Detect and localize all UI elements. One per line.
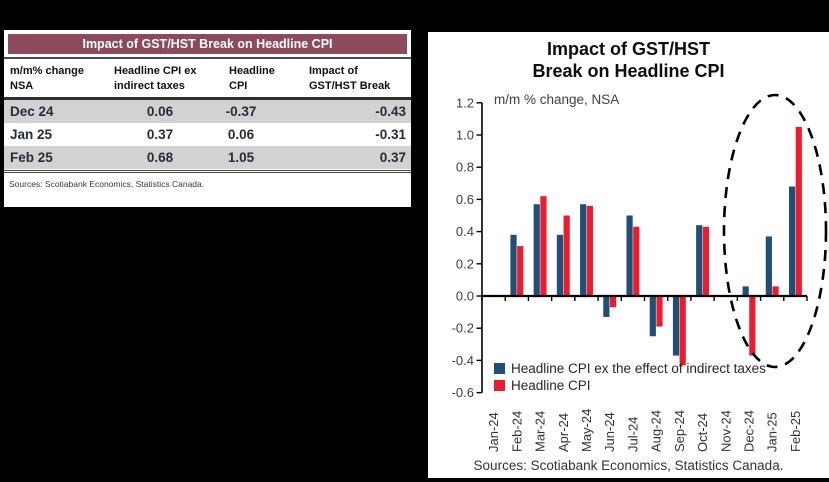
impact-cell: -0.31 [375,127,406,143]
y-axis-tick-label: 0.8 [456,160,474,175]
y-axis-tick-label: 0.0 [456,289,474,304]
table-row: Dec 24 0.06 -0.37 -0.43 [4,100,411,124]
legend-label: Headline CPI ex the effect of indirect t… [511,361,766,376]
chart-source-note: Sources: Scotiabank Economics, Statistic… [473,458,784,473]
table-bottom-rule [4,170,411,174]
y-axis-tick-label: -0.6 [452,385,474,400]
x-axis-month-label: Oct-24 [695,413,710,452]
red-swatch-icon [494,380,505,391]
bar-Feb-25-headline [795,126,802,296]
bar-Apr-24-cpi-ex [556,234,564,296]
x-axis-month-label: Nov-24 [718,410,733,452]
x-axis-month-label: Jul-24 [625,417,640,452]
period-cell: Jan 25 [10,127,53,143]
table-row: Jan 25 0.37 0.06 -0.31 [4,123,411,146]
column-header-impact: Impact of GST/HST Break [309,65,391,92]
x-axis-month-label: Apr-24 [556,413,571,452]
title-divider [4,57,411,59]
column-header-period: m/m% change NSA [10,65,84,92]
bar-Dec-24-headline [749,296,756,356]
bar-Jul-24-headline [633,226,640,296]
x-axis-month-label: Jun-24 [602,412,617,452]
x-axis-month-label: Mar-24 [533,411,548,452]
y-axis-tick-label: 0.6 [456,192,474,207]
table-row: Feb 25 0.68 1.05 0.37 [4,146,411,170]
cpi-ex-cell: 0.68 [146,150,174,166]
x-axis-month-label: Jan-24 [486,412,501,452]
period-cell: Feb 25 [10,150,53,166]
headline-cpi-cell: -0.37 [225,104,257,120]
bar-Sep-24-cpi-ex [672,296,680,356]
legend-item-headline-cpi: Headline CPI [494,377,766,394]
bar-Feb-24-headline [517,246,524,296]
x-axis-month-label: Dec-24 [741,410,756,452]
bar-Apr-24-headline [563,215,570,296]
y-axis-tick-label: -0.4 [452,353,474,368]
bar-Aug-24-headline [656,296,663,327]
cpi-ex-cell: 0.37 [146,127,174,143]
impact-cell: -0.43 [375,104,406,120]
chart-title: Impact of GST/HST Break on Headline CPI [428,38,829,82]
x-axis-month-label: Sep-24 [672,410,687,452]
bar-Jan-25-headline [772,286,779,296]
period-cell: Dec 24 [10,104,54,120]
chart-legend: Headline CPI ex the effect of indirect t… [494,360,766,394]
bar-May-24-headline [586,205,593,296]
cpi-impact-chart: Impact of GST/HST Break on Headline CPI … [428,32,829,478]
bar-Feb-25-cpi-ex [788,186,796,296]
bar-Mar-24-cpi-ex [533,204,540,296]
bar-Mar-24-headline [540,196,547,296]
x-axis-month-label: Feb-25 [788,411,803,452]
blue-swatch-icon [494,363,505,374]
bar-plot-area: 1.2 1.0 0.8 0.6 0.4 0.2 0.0 -0.2 -0.4 -0.6 Jan-24 F… [452,95,808,452]
y-axis-tick-label: 0.2 [456,256,474,271]
chart-title-line1: Impact of GST/HST [546,39,710,59]
bar-Dec-24-cpi-ex [742,286,749,296]
chart-axis-unit-label: m/m % change, NSA [494,92,620,107]
bar-Sep-24-headline [679,296,686,366]
table-title: Impact of GST/HST Break on Headline CPI [7,33,408,55]
impact-cell: 0.37 [379,150,406,166]
bar-Jun-24-cpi-ex [603,296,610,317]
bar-Feb-24-cpi-ex [510,234,517,296]
headline-cpi-cell: 0.06 [227,127,255,143]
x-axis-month-label: May-24 [579,409,594,452]
y-axis-tick-label: 1.0 [456,128,474,143]
chart-title-line2: Break on Headline CPI [532,61,725,81]
cpi-ex-cell: 0.06 [146,104,174,120]
bar-Oct-24-headline [702,226,710,296]
bar-Oct-24-cpi-ex [696,225,703,296]
y-axis-tick-label: 1.2 [456,95,474,110]
headline-cpi-cell: 1.05 [227,150,255,166]
x-axis-month-label: Aug-24 [649,410,664,452]
bar-Jun-24-headline [609,296,617,308]
y-axis-tick-label: -0.2 [452,321,474,336]
column-header-cpi-ex: Headline CPI ex indirect taxes [114,65,197,92]
bar-Jan-25-cpi-ex [765,236,772,296]
x-axis-month-label: Feb-24 [509,411,524,452]
cpi-impact-table: Impact of GST/HST Break on Headline CPI … [2,28,413,209]
x-axis-month-label: Jan-25 [765,412,780,452]
legend-label: Headline CPI [511,378,591,393]
bar-Aug-24-cpi-ex [649,296,656,337]
legend-item-cpi-ex: Headline CPI ex the effect of indirect t… [494,360,766,377]
bar-Jul-24-cpi-ex [626,215,633,296]
bar-May-24-cpi-ex [580,204,587,296]
table-source-note: Sources: Scotiabank Economics, Statistic… [9,179,205,190]
y-axis-tick-label: 0.4 [456,224,474,239]
table-header-row: m/m% change NSA Headline CPI ex indirect… [4,59,411,101]
column-header-headline-cpi: Headline CPI [229,65,275,92]
